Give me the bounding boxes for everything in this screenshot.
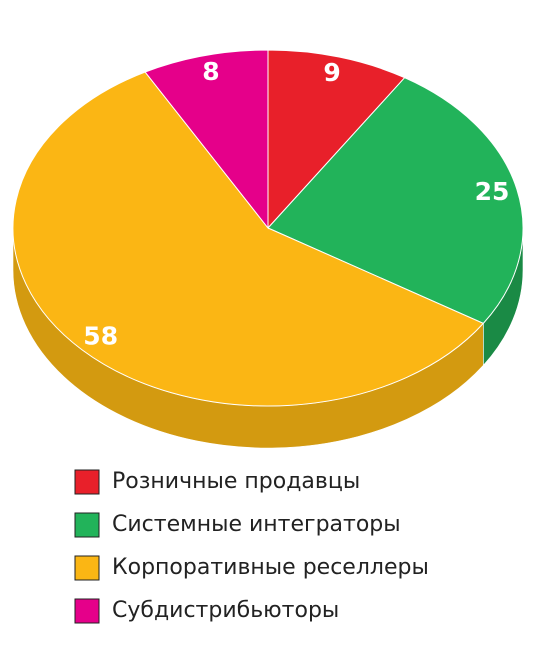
legend-swatch xyxy=(74,469,100,495)
slice xyxy=(267,77,524,324)
legend-label: Корпоративные реселлеры xyxy=(112,555,429,580)
legend-swatch xyxy=(74,555,100,581)
slice xyxy=(267,49,406,230)
data-label: 25 xyxy=(475,177,510,206)
slice xyxy=(12,71,485,407)
legend-label: Субдистрибьюторы xyxy=(112,598,339,623)
legend-swatch xyxy=(74,512,100,538)
data-label: 58 xyxy=(83,322,118,351)
data-label: 9 xyxy=(323,58,340,87)
legend-label: Системные интеграторы xyxy=(112,512,401,537)
slice xyxy=(144,49,269,230)
data-label: 8 xyxy=(202,57,219,86)
legend-swatch xyxy=(74,598,100,624)
legend-label: Розничные продавцы xyxy=(112,469,360,494)
